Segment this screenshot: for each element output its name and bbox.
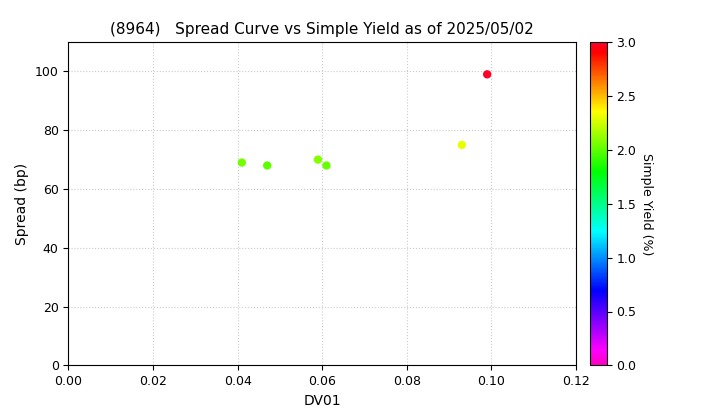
Y-axis label: Simple Yield (%): Simple Yield (%) — [640, 152, 653, 255]
Y-axis label: Spread (bp): Spread (bp) — [15, 163, 30, 245]
Point — [320, 162, 332, 169]
Point — [312, 156, 324, 163]
Point — [456, 142, 467, 148]
Point — [236, 159, 248, 166]
Point — [261, 162, 273, 169]
Title: (8964)   Spread Curve vs Simple Yield as of 2025/05/02: (8964) Spread Curve vs Simple Yield as o… — [110, 22, 534, 37]
X-axis label: DV01: DV01 — [303, 394, 341, 408]
Point — [482, 71, 493, 78]
